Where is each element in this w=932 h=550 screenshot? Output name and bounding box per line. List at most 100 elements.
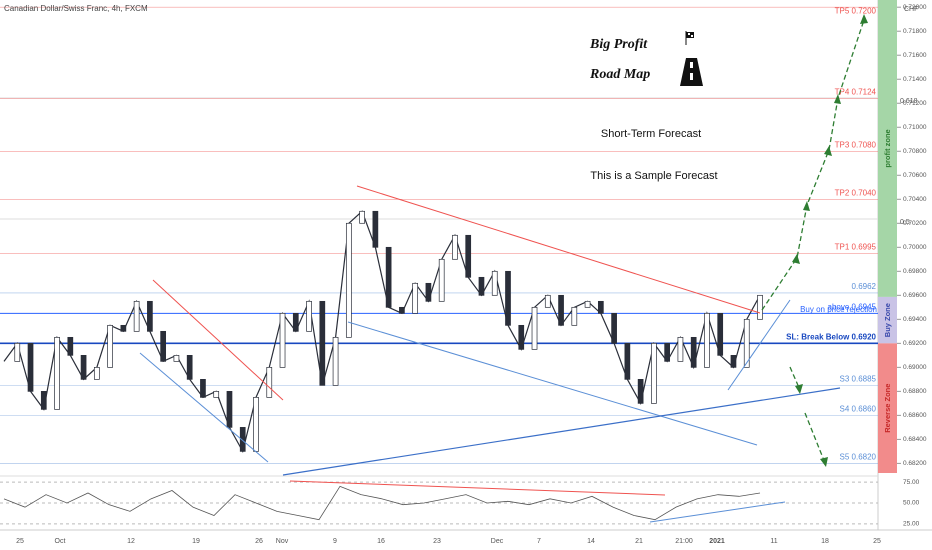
y-tick-label: 0.71400 bbox=[903, 76, 927, 83]
rsi-tick-label: 25.00 bbox=[903, 521, 920, 528]
x-tick-label: 16 bbox=[377, 538, 385, 545]
candle bbox=[757, 294, 763, 320]
currency: CHF bbox=[904, 6, 918, 13]
zone bbox=[878, 296, 897, 344]
rsi-trend bbox=[649, 501, 786, 523]
y-tick-label: 0.69800 bbox=[903, 268, 927, 275]
candle bbox=[571, 306, 578, 326]
candle bbox=[372, 210, 379, 248]
y-tick-label: 0.68600 bbox=[903, 412, 927, 419]
candle bbox=[664, 342, 671, 362]
candle bbox=[399, 306, 405, 314]
candle bbox=[491, 270, 498, 296]
zone-label: Buy Zone bbox=[883, 303, 892, 337]
candle bbox=[531, 306, 538, 350]
candle bbox=[173, 355, 180, 362]
y-tick-label: 0.70400 bbox=[903, 196, 927, 203]
candle bbox=[518, 324, 525, 350]
candle bbox=[14, 342, 21, 362]
flag-icon bbox=[685, 31, 694, 45]
level-label: 0.6962 bbox=[852, 282, 877, 291]
candle bbox=[478, 276, 485, 296]
x-tick-label: 25 bbox=[16, 538, 24, 545]
zone-label: profit zone bbox=[883, 129, 892, 167]
trend-line bbox=[139, 352, 269, 463]
candle bbox=[27, 342, 34, 392]
level-label: TP1 0.6995 bbox=[835, 242, 877, 251]
candle bbox=[677, 336, 684, 362]
candle bbox=[253, 397, 259, 452]
rsi-tick-label: 75.00 bbox=[903, 479, 920, 486]
trend-line bbox=[727, 299, 791, 391]
candle bbox=[452, 234, 458, 260]
annotation: Buy on price rejection bbox=[800, 305, 877, 314]
level-label: S4 0.6860 bbox=[840, 404, 877, 413]
candle bbox=[544, 294, 551, 308]
candle bbox=[279, 312, 286, 368]
arrow-heads bbox=[792, 14, 868, 467]
candle bbox=[54, 336, 60, 410]
x-tick-label: 2021 bbox=[709, 538, 725, 545]
candle bbox=[385, 246, 392, 308]
candle bbox=[690, 336, 697, 368]
candle bbox=[425, 282, 432, 302]
y-tick-label: 0.71000 bbox=[903, 124, 927, 131]
y-tick-label: 0.72000 bbox=[903, 4, 927, 11]
y-tick-label: 0.71600 bbox=[903, 52, 927, 59]
y-tick-label: 0.70800 bbox=[903, 148, 927, 155]
level-label: above 0.6945 bbox=[828, 302, 877, 311]
candle bbox=[345, 222, 352, 338]
candle bbox=[319, 300, 326, 386]
x-tick-label: 25 bbox=[873, 538, 881, 545]
candle bbox=[584, 300, 591, 308]
zone-label: Reverse Zone bbox=[883, 384, 892, 433]
candle bbox=[505, 270, 511, 326]
headline: Big Profit bbox=[589, 37, 648, 52]
y-tick-label: 0.68200 bbox=[903, 460, 927, 467]
rsi-line bbox=[3, 485, 761, 521]
candle bbox=[704, 312, 710, 368]
candle bbox=[239, 427, 246, 452]
level-label: S5 0.6820 bbox=[840, 453, 877, 462]
y-tick-label: 0.68800 bbox=[903, 388, 927, 395]
candle bbox=[465, 234, 472, 278]
level-label: TP2 0.7040 bbox=[835, 188, 877, 197]
level-label: SL: Break Below 0.6920 bbox=[786, 332, 876, 341]
candle bbox=[147, 300, 153, 332]
price-line bbox=[3, 210, 761, 454]
x-tick-label: 14 bbox=[587, 538, 595, 545]
candle bbox=[558, 294, 564, 326]
candle bbox=[93, 367, 100, 380]
candle bbox=[266, 367, 273, 398]
x-tick-label: 12 bbox=[127, 538, 135, 545]
level-label: TP5 0.7200 bbox=[835, 6, 877, 15]
candle bbox=[133, 300, 140, 332]
trend-line bbox=[282, 387, 841, 476]
zone bbox=[878, 0, 897, 297]
candle bbox=[306, 300, 312, 332]
candle bbox=[40, 391, 47, 410]
candle bbox=[186, 355, 193, 380]
trend-line bbox=[356, 185, 761, 314]
x-tick-label: 19 bbox=[192, 538, 200, 545]
candle bbox=[651, 342, 657, 404]
candle bbox=[213, 391, 220, 398]
rsi-trend bbox=[289, 480, 666, 496]
chart-title: Canadian Dollar/Swiss Franc, 4h, FXCM bbox=[4, 4, 148, 13]
candle bbox=[292, 312, 299, 332]
y-tick-label: 0.68400 bbox=[903, 436, 927, 443]
candle bbox=[160, 330, 167, 362]
candle bbox=[80, 355, 87, 380]
annotation: This is a Sample Forecast bbox=[590, 170, 717, 182]
x-tick-label: 23 bbox=[433, 538, 441, 545]
level-label: S3 0.6885 bbox=[840, 374, 877, 383]
headline: Road Map bbox=[589, 67, 650, 82]
candle bbox=[743, 318, 750, 368]
rsi-tick-label: 50.00 bbox=[903, 500, 920, 507]
candle bbox=[412, 282, 419, 314]
candle bbox=[438, 258, 445, 302]
trend-line bbox=[347, 321, 758, 446]
y-tick-label: 0.69200 bbox=[903, 340, 927, 347]
